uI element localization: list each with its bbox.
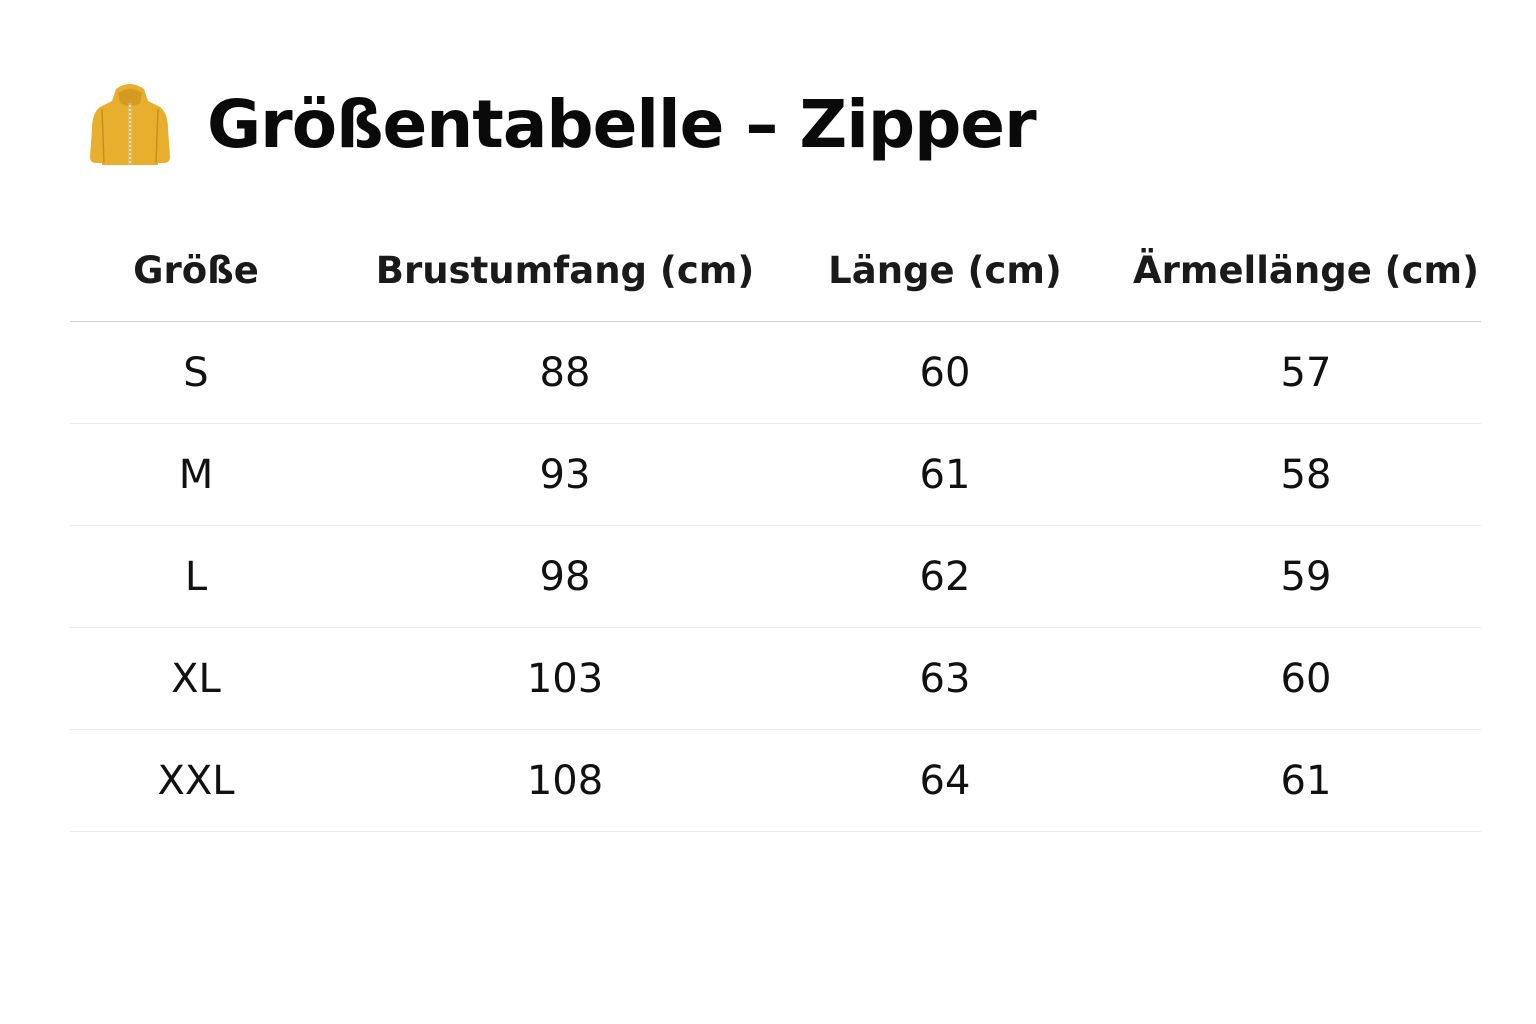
- cell-size: L: [184, 553, 208, 600]
- header-length: Länge (cm): [828, 249, 1062, 292]
- table-row: S 88 60 57: [70, 322, 1481, 424]
- cell-sleeve: 59: [1280, 553, 1332, 600]
- header-sleeve: Ärmellänge (cm): [1133, 249, 1479, 292]
- cell-length: 60: [919, 349, 971, 396]
- cell-chest: 98: [539, 553, 591, 600]
- cell-size: XL: [171, 655, 221, 702]
- cell-chest: 103: [526, 655, 604, 702]
- size-table: Größe Brustumfang (cm) Länge (cm) Ärmell…: [70, 220, 1481, 832]
- table-header-row: Größe Brustumfang (cm) Länge (cm) Ärmell…: [70, 220, 1481, 322]
- cell-length: 62: [919, 553, 971, 600]
- cell-size: S: [183, 349, 209, 396]
- cell-size: M: [178, 451, 214, 498]
- page-title: Größentabelle – Zipper: [207, 85, 1037, 163]
- cell-sleeve: 61: [1280, 757, 1332, 804]
- table-row: XXL 108 64 61: [70, 730, 1481, 832]
- hoodie-icon: [90, 84, 170, 165]
- header-size: Größe: [133, 249, 259, 292]
- cell-length: 63: [919, 655, 971, 702]
- table-row: L 98 62 59: [70, 526, 1481, 628]
- table-row: M 93 61 58: [70, 424, 1481, 526]
- header-chest: Brustumfang (cm): [375, 249, 755, 292]
- cell-sleeve: 57: [1280, 349, 1332, 396]
- cell-length: 64: [919, 757, 971, 804]
- cell-sleeve: 58: [1280, 451, 1332, 498]
- page-header: Größentabelle – Zipper: [88, 78, 1037, 170]
- cell-length: 61: [919, 451, 971, 498]
- cell-chest: 108: [526, 757, 604, 804]
- table-row: XL 103 63 60: [70, 628, 1481, 730]
- cell-size: XXL: [157, 757, 235, 804]
- cell-chest: 93: [539, 451, 591, 498]
- cell-chest: 88: [539, 349, 591, 396]
- cell-sleeve: 60: [1280, 655, 1332, 702]
